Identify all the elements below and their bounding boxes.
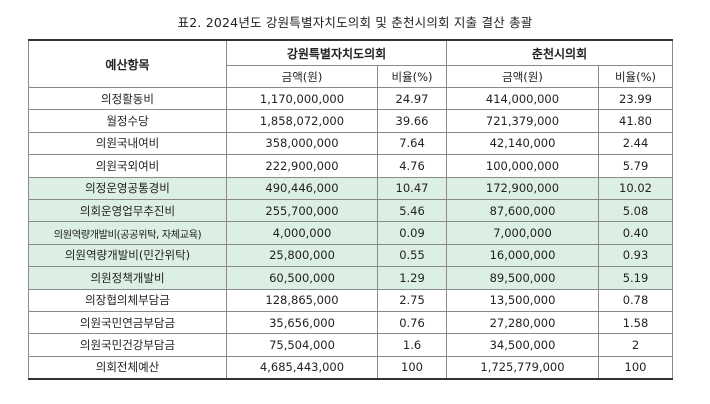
row-item: 의원정책개발비	[28, 266, 227, 290]
group1-amount: 4,000,000	[226, 221, 378, 245]
item-column-header: 예산항목	[28, 39, 227, 88]
group1-ratio: 10.47	[377, 176, 447, 200]
group2-amount: 414,000,000	[446, 86, 599, 111]
group2-ratio-header: 비율(%)	[597, 65, 674, 88]
group2-amount-header: 금액(원)	[446, 65, 599, 88]
group2-amount: 16,000,000	[446, 243, 599, 268]
group1-ratio: 5.46	[377, 198, 447, 223]
group2-amount: 13,500,000	[446, 288, 599, 312]
group1-ratio: 0.09	[377, 221, 447, 245]
group2-ratio: 10.02	[597, 176, 674, 200]
group1-amount: 35,656,000	[226, 310, 378, 335]
group1-ratio: 0.76	[377, 310, 447, 335]
group1-ratio: 100	[377, 355, 447, 381]
group2-ratio: 2.44	[597, 131, 674, 156]
row-item: 의원국민건강부담금	[28, 333, 227, 357]
row-item: 의회전체예산	[28, 355, 227, 381]
group2-ratio: 1.58	[597, 310, 674, 335]
group2-amount: 34,500,000	[446, 333, 599, 357]
group1-ratio: 1.6	[377, 333, 447, 357]
group2-ratio: 0.40	[597, 221, 674, 245]
group2-amount: 100,000,000	[446, 154, 599, 178]
group1-ratio: 1.29	[377, 266, 447, 290]
group2-amount: 7,000,000	[446, 221, 599, 245]
group2-amount: 721,379,000	[446, 109, 599, 133]
row-item: 월정수당	[28, 109, 227, 133]
row-item: 의원국내여비	[28, 131, 227, 156]
group1-ratio: 4.76	[377, 154, 447, 178]
group1-ratio-header: 비율(%)	[377, 65, 447, 88]
group1-amount: 60,500,000	[226, 266, 378, 290]
group1-ratio: 39.66	[377, 109, 447, 133]
table-row-highlighted: 의정운영공통경비 490,446,000 10.47 172,900,000 1…	[28, 176, 674, 200]
group1-amount: 75,504,000	[226, 333, 378, 357]
row-item: 의정운영공통경비	[28, 176, 227, 200]
group2-ratio: 41.80	[597, 109, 674, 133]
row-item: 의장협의체부담금	[28, 288, 227, 312]
group1-amount: 25,800,000	[226, 243, 378, 268]
table-row-highlighted: 의회운영업무추진비 255,700,000 5.46 87,600,000 5.…	[28, 198, 674, 223]
table-row: 의원국민연금부담금 35,656,000 0.76 27,280,000 1.5…	[28, 310, 674, 335]
group1-amount-header: 금액(원)	[226, 65, 378, 88]
row-item: 의정활동비	[28, 86, 227, 111]
group2-ratio: 23.99	[597, 86, 674, 111]
group2-amount: 27,280,000	[446, 310, 599, 335]
group1-ratio: 7.64	[377, 131, 447, 156]
group2-ratio: 5.79	[597, 154, 674, 178]
table-row: 월정수당 1,858,072,000 39.66 721,379,000 41.…	[28, 109, 674, 133]
table-row: 의원국내여비 358,000,000 7.64 42,140,000 2.44	[28, 131, 674, 156]
group1-amount: 255,700,000	[226, 198, 378, 223]
group1-amount: 358,000,000	[226, 131, 378, 156]
header-row: 예산항목 강원특별자치도의회 춘천시의회	[28, 39, 674, 88]
group1-amount: 490,446,000	[226, 176, 378, 200]
group1-amount: 1,170,000,000	[226, 86, 378, 111]
group1-amount: 1,858,072,000	[226, 109, 378, 133]
table-row: 의원국외여비 222,900,000 4.76 100,000,000 5.79	[28, 154, 674, 178]
group2-ratio: 100	[597, 355, 674, 381]
table-row: 의원국민건강부담금 75,504,000 1.6 34,500,000 2	[28, 333, 674, 357]
table-caption: 표2. 2024년도 강원특별자치도의회 및 춘천시의회 지출 결산 총괄	[177, 15, 533, 30]
group1-ratio: 2.75	[377, 288, 447, 312]
table-row: 의정활동비 1,170,000,000 24.97 414,000,000 23…	[28, 86, 674, 111]
group2-amount: 172,900,000	[446, 176, 599, 200]
budget-table: 예산항목 강원특별자치도의회 춘천시의회 금액(원) 비율(%) 금액(원) 비…	[28, 39, 674, 381]
group2-header: 춘천시의회	[445, 39, 674, 66]
group2-amount: 89,500,000	[446, 266, 599, 290]
table-row-highlighted: 의원정책개발비 60,500,000 1.29 89,500,000 5.19	[28, 266, 674, 290]
group2-ratio: 2	[597, 333, 674, 357]
row-item: 의원역량개발비(민간위탁)	[28, 243, 227, 268]
group1-amount: 4,685,443,000	[226, 355, 378, 381]
group2-amount: 87,600,000	[446, 198, 599, 223]
group2-ratio: 5.08	[597, 198, 674, 223]
group2-ratio: 0.78	[597, 288, 674, 312]
row-item: 의회운영업무추진비	[28, 198, 227, 223]
group1-amount: 128,865,000	[226, 288, 378, 312]
group1-ratio: 24.97	[377, 86, 447, 111]
group2-amount: 1,725,779,000	[446, 355, 599, 381]
table-row-highlighted: 의원역량개발비(민간위탁) 25,800,000 0.55 16,000,000…	[28, 243, 674, 268]
group1-amount: 222,900,000	[226, 154, 378, 178]
row-item: 의원국민연금부담금	[28, 310, 227, 335]
table-row: 의장협의체부담금 128,865,000 2.75 13,500,000 0.7…	[28, 288, 674, 312]
group1-header: 강원특별자치도의회	[226, 39, 447, 66]
group2-ratio: 0.93	[597, 243, 674, 268]
table-row-total: 의회전체예산 4,685,443,000 100 1,725,779,000 1…	[28, 355, 674, 381]
group1-ratio: 0.55	[377, 243, 447, 268]
group2-amount: 42,140,000	[446, 131, 599, 156]
table-row-highlighted: 의원역량개발비(공공위탁, 자체교육) 4,000,000 0.09 7,000…	[28, 221, 674, 245]
row-item: 의원국외여비	[28, 154, 227, 178]
group2-ratio: 5.19	[597, 266, 674, 290]
row-item: 의원역량개발비(공공위탁, 자체교육)	[28, 221, 227, 245]
